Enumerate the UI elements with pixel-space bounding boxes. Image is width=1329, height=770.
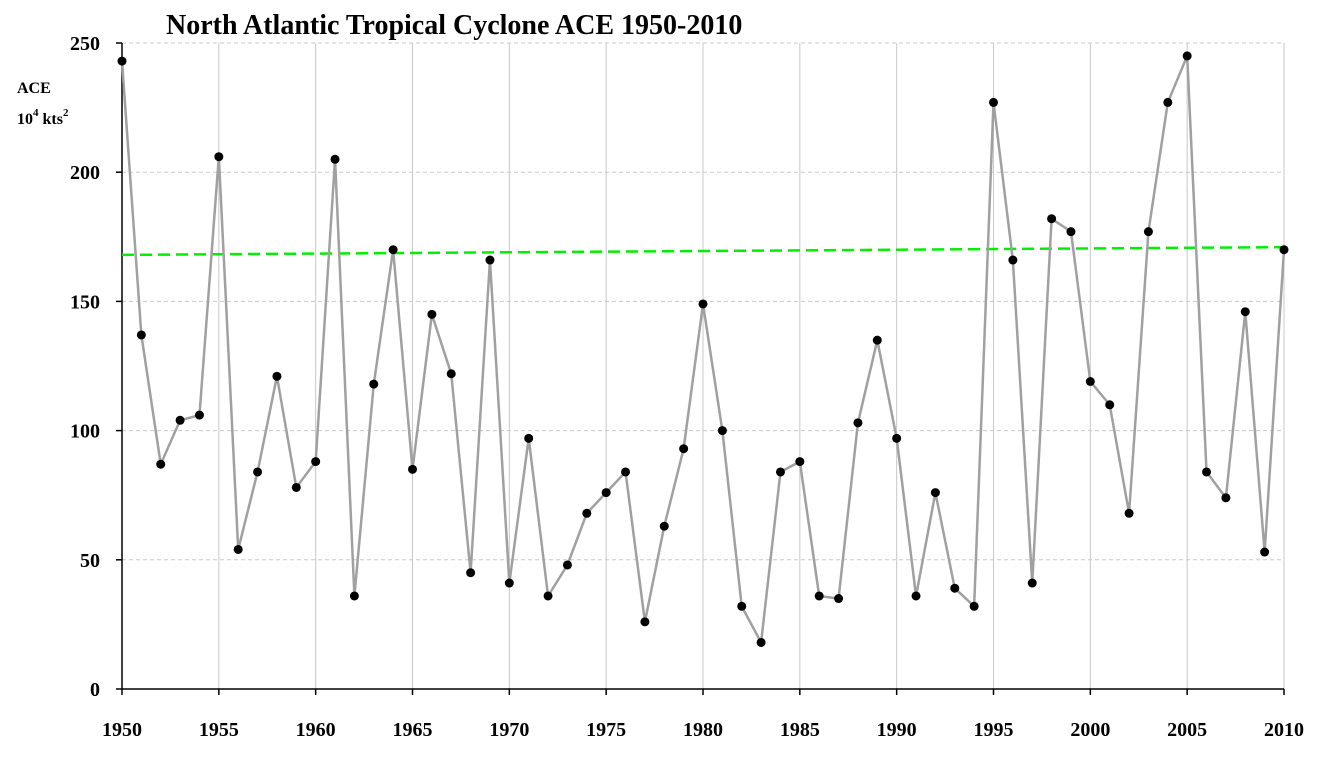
data-point-1978	[659, 521, 669, 531]
y-tick-label-0: 0	[90, 679, 100, 701]
y-tick-label-5: 250	[70, 33, 100, 55]
data-point-1975	[601, 488, 611, 498]
x-tick-label-9: 1995	[974, 719, 1014, 741]
data-point-1981	[717, 426, 727, 436]
y-tick-label-2: 100	[70, 421, 100, 443]
x-tick-label-7: 1985	[780, 719, 820, 741]
y-axis-label-unit: 104 kts2	[17, 107, 69, 128]
data-point-2007	[1221, 493, 1231, 503]
data-point-1987	[834, 594, 844, 604]
x-tick-label-3: 1965	[393, 719, 433, 741]
y-tick-label-4: 200	[70, 162, 100, 184]
y-axis-label-ace: ACE	[17, 80, 51, 97]
data-point-1984	[775, 467, 785, 477]
x-axis-ticks: 1950 1955 1960 1965 1970 1975 1980 1985 1990 1995…	[102, 689, 1304, 741]
data-point-1963	[369, 379, 379, 389]
data-point-1966	[427, 309, 437, 319]
data-point-1983	[756, 637, 766, 647]
data-point-1964	[388, 245, 398, 255]
ace-points	[117, 51, 1289, 647]
data-point-2010	[1279, 245, 1289, 255]
data-point-1997	[1027, 578, 1037, 588]
y-axis-ticks: 0 50 100 150 200 250	[70, 33, 122, 701]
data-point-1989	[872, 335, 882, 345]
data-point-1953	[175, 415, 185, 425]
trend-line	[121, 245, 1285, 257]
data-point-1992	[930, 488, 940, 498]
data-point-1976	[621, 467, 631, 477]
y-axis-label-exp: 4	[33, 107, 39, 119]
data-point-1970	[504, 578, 514, 588]
data-point-1991	[911, 591, 921, 601]
data-point-1950	[117, 56, 127, 66]
data-point-1952	[156, 459, 166, 469]
data-point-2008	[1240, 307, 1250, 317]
data-point-1961	[330, 154, 340, 164]
data-point-1962	[349, 591, 359, 601]
chart-title: North Atlantic Tropical Cyclone ACE 1950…	[166, 10, 742, 41]
x-tick-label-11: 2005	[1167, 719, 1207, 741]
data-point-1971	[524, 433, 534, 443]
data-point-1954	[194, 410, 204, 420]
data-point-2004	[1163, 97, 1173, 107]
data-point-1980	[698, 299, 708, 309]
data-point-2009	[1260, 547, 1270, 557]
data-point-1965	[408, 464, 417, 474]
data-point-1960	[311, 457, 321, 467]
data-point-1988	[853, 418, 863, 428]
x-tick-label-1: 1955	[199, 719, 239, 741]
data-point-1996	[1008, 255, 1018, 265]
data-point-2001	[1105, 400, 1115, 410]
data-point-2005	[1182, 51, 1192, 61]
data-point-1985	[795, 457, 805, 467]
data-point-2003	[1143, 227, 1153, 237]
x-tick-label-8: 1990	[877, 719, 917, 741]
data-point-1994	[969, 601, 979, 611]
x-tick-label-12: 2010	[1264, 719, 1304, 741]
data-point-1993	[950, 583, 960, 593]
data-point-1974	[582, 508, 592, 518]
data-point-1958	[272, 371, 282, 381]
data-point-1968	[466, 568, 476, 578]
data-point-1979	[679, 444, 689, 454]
data-point-1959	[291, 482, 301, 492]
data-point-1990	[892, 433, 902, 443]
data-point-1955	[214, 152, 224, 162]
data-point-1986	[814, 591, 824, 601]
x-tick-label-2: 1960	[296, 719, 336, 741]
data-point-2006	[1202, 467, 1212, 477]
data-point-1998	[1047, 214, 1057, 224]
data-point-1957	[253, 467, 263, 477]
x-tick-label-6: 1980	[683, 719, 723, 741]
x-tick-label-4: 1970	[489, 719, 529, 741]
data-point-1973	[562, 560, 572, 570]
data-point-1982	[737, 601, 747, 611]
data-point-1956	[233, 544, 243, 554]
data-point-1969	[485, 255, 495, 265]
y-tick-label-1: 50	[80, 550, 100, 572]
data-point-1977	[640, 617, 650, 627]
data-point-2000	[1085, 377, 1095, 387]
x-tick-label-10: 2000	[1070, 719, 1110, 741]
grid	[122, 42, 1285, 689]
data-point-2002	[1124, 508, 1134, 518]
data-point-1995	[989, 97, 998, 107]
data-point-1972	[543, 591, 553, 601]
y-axis-label-unit-exp: 2	[63, 107, 69, 119]
y-axis-label-unit-text: kts	[39, 111, 63, 128]
x-tick-label-0: 1950	[102, 719, 142, 741]
data-point-1999	[1066, 227, 1076, 237]
data-point-1951	[136, 330, 146, 340]
y-tick-label-3: 150	[70, 291, 100, 313]
data-point-1967	[446, 369, 456, 379]
x-tick-label-5: 1975	[586, 719, 626, 741]
y-axis-label-base: 10	[17, 111, 33, 128]
